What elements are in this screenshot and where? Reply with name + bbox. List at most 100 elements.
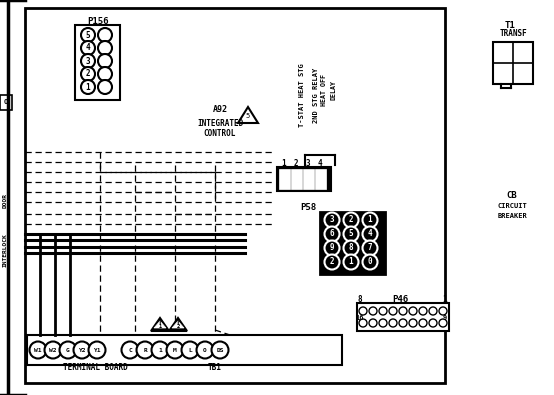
Text: Y1: Y1: [93, 348, 101, 352]
Circle shape: [362, 226, 377, 241]
Circle shape: [379, 307, 387, 315]
Circle shape: [212, 342, 228, 359]
Text: 3: 3: [330, 216, 334, 224]
Circle shape: [74, 342, 90, 359]
Text: 3: 3: [86, 56, 90, 66]
Circle shape: [343, 226, 358, 241]
Text: 7: 7: [368, 243, 372, 252]
Circle shape: [98, 80, 112, 94]
Circle shape: [429, 319, 437, 327]
Polygon shape: [154, 321, 166, 328]
Circle shape: [81, 67, 95, 81]
Circle shape: [389, 319, 397, 327]
Text: O: O: [203, 348, 207, 352]
Text: INTEGRATED: INTEGRATED: [197, 118, 243, 128]
Text: T-STAT HEAT STG: T-STAT HEAT STG: [299, 63, 305, 127]
Circle shape: [325, 213, 340, 228]
Bar: [315, 169, 326, 189]
Circle shape: [359, 307, 367, 315]
Circle shape: [167, 342, 183, 359]
Text: 5: 5: [348, 229, 353, 239]
Circle shape: [121, 342, 138, 359]
Text: P58: P58: [300, 203, 316, 213]
Text: CB: CB: [506, 190, 517, 199]
Text: INTERLOCK: INTERLOCK: [3, 233, 8, 267]
Bar: [357, 303, 449, 331]
Text: R: R: [143, 348, 147, 352]
Circle shape: [419, 307, 427, 315]
Text: 2: 2: [330, 258, 334, 267]
Text: P46: P46: [392, 295, 408, 305]
Bar: [291, 169, 302, 189]
Text: CONTROL: CONTROL: [204, 130, 236, 139]
Bar: [0, 95, 12, 110]
Bar: [75, 25, 120, 100]
Text: P156: P156: [87, 17, 109, 26]
Text: 2: 2: [294, 158, 298, 167]
Polygon shape: [238, 107, 258, 123]
Text: W1: W1: [34, 348, 42, 352]
Circle shape: [369, 307, 377, 315]
Text: 1: 1: [443, 295, 447, 305]
Circle shape: [409, 319, 417, 327]
Text: 1: 1: [348, 258, 353, 267]
Text: 4: 4: [368, 229, 372, 239]
Circle shape: [182, 342, 198, 359]
Circle shape: [59, 342, 76, 359]
Circle shape: [359, 319, 367, 327]
Circle shape: [98, 54, 112, 68]
Circle shape: [29, 342, 47, 359]
Circle shape: [429, 307, 437, 315]
Text: 8: 8: [348, 243, 353, 252]
Circle shape: [409, 307, 417, 315]
Text: 5: 5: [86, 30, 90, 40]
Circle shape: [369, 319, 377, 327]
Polygon shape: [151, 318, 169, 331]
Text: 2: 2: [86, 70, 90, 79]
Text: 9: 9: [443, 315, 447, 321]
Bar: [279, 169, 290, 189]
Text: T1: T1: [505, 21, 515, 30]
Circle shape: [81, 80, 95, 94]
Text: TERMINAL BOARD: TERMINAL BOARD: [63, 363, 127, 372]
Text: 9: 9: [330, 243, 334, 252]
Text: M: M: [173, 348, 177, 352]
Circle shape: [98, 28, 112, 42]
Circle shape: [362, 213, 377, 228]
Text: 3: 3: [306, 158, 310, 167]
Circle shape: [362, 241, 377, 256]
Circle shape: [81, 28, 95, 42]
Circle shape: [379, 319, 387, 327]
Text: 2: 2: [176, 324, 179, 329]
Circle shape: [343, 213, 358, 228]
Text: 1: 1: [158, 324, 162, 329]
Text: 4: 4: [86, 43, 90, 53]
Circle shape: [389, 307, 397, 315]
Circle shape: [81, 41, 95, 55]
Text: TRANSF: TRANSF: [499, 30, 527, 38]
Text: 5: 5: [246, 113, 250, 119]
Text: 0: 0: [368, 258, 372, 267]
Text: W2: W2: [49, 348, 57, 352]
Text: !: !: [158, 322, 162, 331]
Circle shape: [325, 254, 340, 269]
Polygon shape: [169, 318, 187, 331]
Text: 4: 4: [317, 158, 322, 167]
Circle shape: [362, 254, 377, 269]
Text: O: O: [4, 99, 8, 105]
Text: CIRCUIT: CIRCUIT: [497, 203, 527, 209]
Text: 6: 6: [330, 229, 334, 239]
Text: DOOR: DOOR: [3, 192, 8, 207]
Circle shape: [81, 54, 95, 68]
Circle shape: [98, 67, 112, 81]
Text: L: L: [188, 348, 192, 352]
Text: 1: 1: [281, 158, 286, 167]
Text: BREAKER: BREAKER: [497, 213, 527, 219]
Circle shape: [44, 342, 61, 359]
Circle shape: [343, 241, 358, 256]
Text: HEAT OFF: HEAT OFF: [321, 74, 327, 106]
Circle shape: [325, 241, 340, 256]
Circle shape: [439, 307, 447, 315]
Bar: [303, 169, 314, 189]
Circle shape: [399, 307, 407, 315]
